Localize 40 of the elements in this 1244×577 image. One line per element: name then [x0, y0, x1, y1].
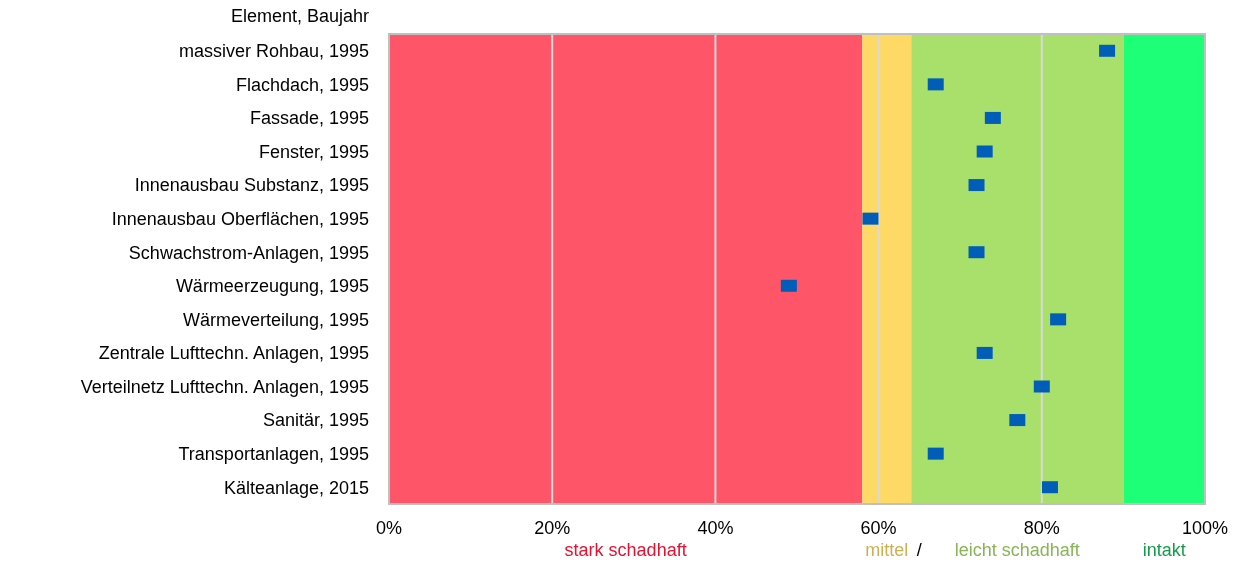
point [1041, 481, 1058, 494]
x-tick-label: 60% [860, 518, 897, 538]
y-tick-label: Kälteanlage, 2015 [223, 477, 369, 498]
y-tick-label: Schwachstrom-Anlagen, 1995 [128, 242, 369, 263]
band-label: intakt [1142, 540, 1186, 560]
y-tick-label: massiver Rohbau, 1995 [178, 41, 369, 62]
point [862, 212, 879, 225]
point [1009, 414, 1026, 427]
x-tick-label: 20% [534, 518, 571, 538]
y-axis-title: Element, Baujahr [230, 6, 369, 26]
y-tick-label: Wärmeerzeugung, 1995 [175, 276, 369, 297]
x-tick-label: 80% [1023, 518, 1060, 538]
x-tick-label: 100% [1181, 518, 1229, 538]
point [780, 279, 797, 292]
point [976, 145, 993, 158]
y-tick-label: Transportanlagen, 1995 [178, 443, 369, 464]
band-label: stark schadhaft [564, 540, 687, 560]
text: / [916, 540, 922, 560]
point [976, 346, 993, 359]
band-label: mittel [865, 540, 909, 560]
x-tick-label: 0% [375, 518, 403, 538]
point [1033, 380, 1050, 393]
x-tick-label: 40% [697, 518, 734, 538]
point [1050, 313, 1067, 326]
y-tick-label: Zentrale Lufttechn. Anlagen, 1995 [98, 343, 369, 364]
point [968, 179, 985, 192]
y-tick-label: Flachdach, 1995 [235, 74, 369, 95]
point [1099, 44, 1116, 57]
point [927, 78, 944, 91]
point [968, 246, 985, 259]
y-tick-label: Fassade, 1995 [249, 108, 369, 129]
point [927, 447, 944, 460]
y-tick-label: Innenausbau Oberflächen, 1995 [111, 208, 369, 229]
y-tick-label: Sanitär, 1995 [262, 410, 369, 431]
point [984, 111, 1001, 124]
band-label: leicht schadhaft [954, 540, 1080, 560]
y-tick-label: Verteilnetz Lufttechn. Anlagen, 1995 [80, 376, 369, 397]
y-tick-label: Wärmeverteilung, 1995 [182, 309, 369, 330]
y-tick-label: Innenausbau Substanz, 1995 [134, 175, 369, 196]
y-tick-label: Fenster, 1995 [258, 141, 369, 162]
